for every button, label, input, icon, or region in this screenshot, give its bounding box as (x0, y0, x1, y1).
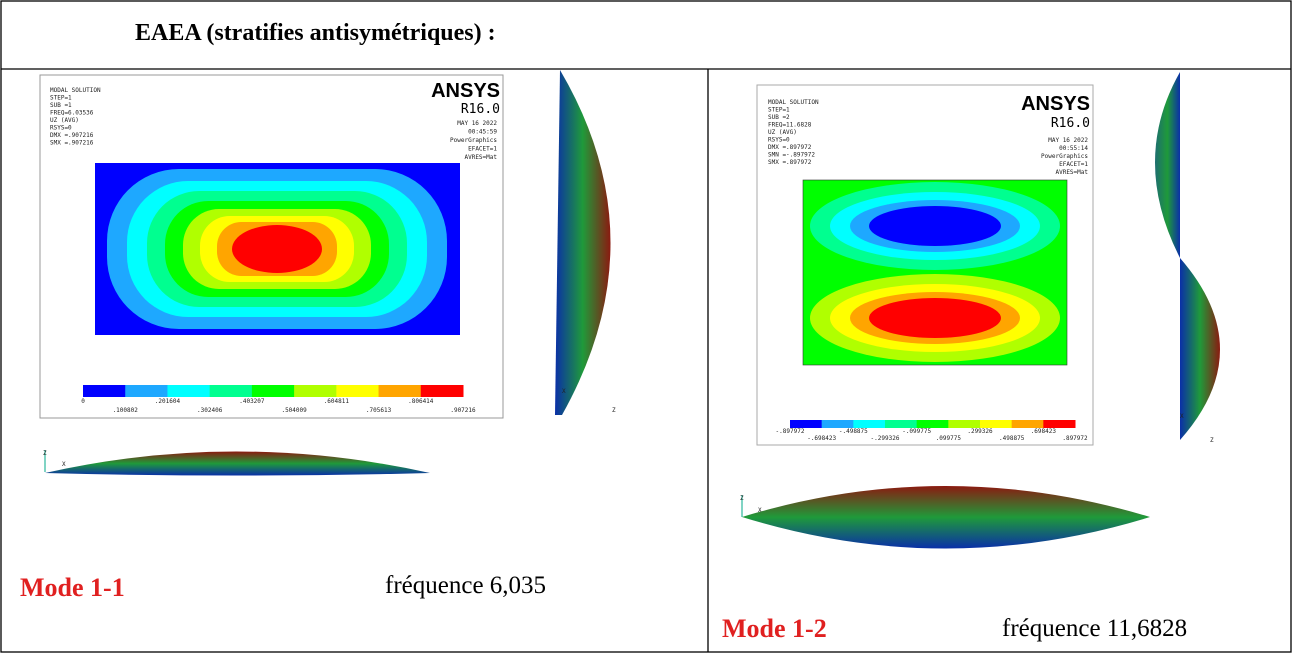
legend-swatch (294, 385, 337, 397)
legend-label: .806414 (408, 398, 434, 405)
mode-label: Mode 1-2 (722, 614, 827, 643)
legend-swatch (421, 385, 464, 397)
legend-swatch (1012, 420, 1044, 428)
stamp-line: 00:45:59 (468, 129, 497, 136)
legend-label: -.099775 (902, 428, 931, 435)
axis-label: X (1180, 413, 1184, 420)
legend-swatch (885, 420, 917, 428)
page: EAEA (stratifies antisymétriques) : MODA… (0, 0, 1293, 653)
legend-swatch (167, 385, 210, 397)
legend-label: .302406 (197, 407, 223, 414)
ansys-version: R16.0 (461, 102, 500, 117)
legend-label: .498875 (999, 435, 1025, 442)
legend-label: .299326 (967, 428, 993, 435)
ansys-brand: ANSYS (1021, 93, 1090, 115)
legend-label: .100802 (113, 407, 139, 414)
title: EAEA (stratifies antisymétriques) : (135, 20, 496, 46)
stamp-line: AVRES=Mat (464, 154, 497, 161)
mode-label: Mode 1-1 (20, 573, 125, 602)
axis-label: X (62, 461, 66, 468)
frequency: fréquence 6,035 (385, 572, 546, 599)
legend-swatch (980, 420, 1012, 428)
deformed-front (45, 452, 430, 476)
stamp-line: PowerGraphics (450, 137, 497, 144)
stamp-line: 00:55:14 (1059, 145, 1088, 152)
stamp-line: MAY 16 2022 (1048, 137, 1088, 144)
deformed-side (1155, 72, 1180, 258)
info-line: UZ (AVG) (50, 117, 79, 124)
info-line: RSYS=0 (768, 137, 790, 144)
info-line: DMX =.897972 (768, 144, 812, 151)
legend-label: .907216 (450, 407, 476, 414)
stamp-line: MAY 16 2022 (457, 120, 497, 127)
info-line: SMN =-.897972 (768, 152, 815, 159)
info-line: SMX =.907216 (50, 140, 94, 147)
stamp-line: EFACET=1 (1059, 161, 1088, 168)
legend-label: .604811 (324, 398, 350, 405)
legend-swatch (790, 420, 822, 428)
legend-swatch (1043, 420, 1075, 428)
legend-swatch (948, 420, 980, 428)
legend-label: .698423 (1031, 428, 1057, 435)
deformed-side (1180, 258, 1220, 440)
legend-label: -.498875 (839, 428, 868, 435)
info-line: SUB =2 (768, 114, 790, 121)
legend-label: .504009 (281, 407, 307, 414)
deformed-front (742, 486, 1150, 549)
axis-label: X (758, 507, 762, 514)
info-line: DMX =.907216 (50, 132, 94, 139)
legend-label: -.299326 (871, 435, 900, 442)
deformed-side (555, 70, 611, 415)
legend-swatch (379, 385, 422, 397)
legend-label: 0 (81, 398, 85, 405)
contour-band (232, 225, 322, 273)
legend-swatch (822, 420, 854, 428)
contour-band (890, 301, 980, 335)
stamp-line: PowerGraphics (1041, 153, 1088, 160)
legend-label: -.897972 (776, 428, 805, 435)
legend-swatch (210, 385, 253, 397)
axis-label: Z (43, 450, 47, 457)
info-line: STEP=1 (50, 95, 72, 102)
legend-swatch (252, 385, 295, 397)
legend-label: .201604 (155, 398, 181, 405)
stamp-line: AVRES=Mat (1055, 169, 1088, 176)
axis-label: X (562, 388, 566, 395)
stamp-line: EFACET=1 (468, 146, 497, 153)
legend-label: .705613 (366, 407, 392, 414)
info-line: SUB =1 (50, 102, 72, 109)
info-line: SMX =.897972 (768, 159, 812, 166)
legend-swatch (336, 385, 379, 397)
legend-swatch (853, 420, 885, 428)
legend-swatch (83, 385, 126, 397)
info-line: UZ (AVG) (768, 129, 797, 136)
legend-label: .403207 (239, 398, 265, 405)
ansys-brand: ANSYS (431, 80, 500, 102)
legend-swatch (125, 385, 168, 397)
info-line: MODAL SOLUTION (768, 99, 819, 106)
legend-swatch (917, 420, 949, 428)
axis-label: Z (612, 407, 616, 414)
contour-band (890, 209, 980, 243)
ansys-version: R16.0 (1051, 116, 1090, 131)
frequency: fréquence 11,6828 (1002, 615, 1187, 642)
axis-label: Z (740, 495, 744, 502)
info-line: MODAL SOLUTION (50, 87, 101, 94)
info-line: STEP=1 (768, 107, 790, 114)
info-line: FREQ=6.03536 (50, 110, 94, 117)
axis-label: Z (1210, 437, 1214, 444)
info-line: FREQ=11.6828 (768, 122, 812, 129)
legend-label: -.698423 (807, 435, 836, 442)
legend-label: .897972 (1062, 435, 1088, 442)
legend-label: .099775 (936, 435, 962, 442)
info-line: RSYS=0 (50, 125, 72, 132)
